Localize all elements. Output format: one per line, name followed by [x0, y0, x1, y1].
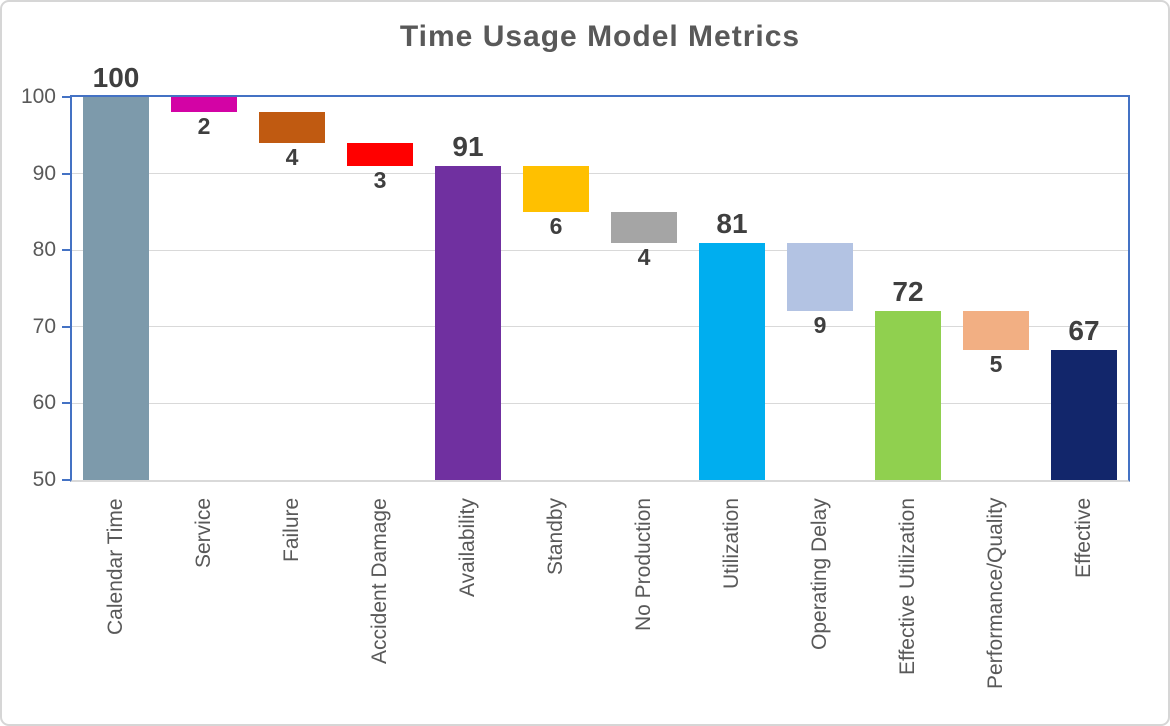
- bar-operating-delay: [786, 242, 854, 312]
- gridline-80: [72, 249, 1128, 251]
- value-label-performance-quality: 5: [989, 350, 1003, 377]
- x-label-slot-service: Service: [160, 498, 248, 716]
- y-tick-mark-80: [62, 249, 70, 252]
- value-label-standby: 6: [549, 212, 563, 239]
- chart-title: Time Usage Model Metrics: [399, 20, 801, 53]
- x-label-slot-utilization: Utilization: [688, 498, 776, 716]
- x-label-availability: Availability: [456, 498, 480, 597]
- bar-utilization: [698, 242, 766, 480]
- value-label-no-production: 4: [637, 243, 651, 270]
- y-tick-mark-50: [62, 479, 70, 481]
- gridline-60: [72, 402, 1128, 404]
- value-label-calendar-time: 100: [92, 62, 140, 93]
- bar-effective-utilization: [874, 311, 942, 480]
- x-label-failure: Failure: [280, 498, 304, 563]
- bar-availability: [434, 165, 502, 480]
- x-label-utilization: Utilization: [720, 498, 744, 590]
- x-label-standby: Standby: [544, 498, 568, 576]
- x-label-slot-failure: Failure: [248, 498, 336, 716]
- y-tick-mark-100: [62, 96, 70, 98]
- gridlines-layer: [72, 97, 1128, 480]
- x-label-slot-accident-damage: Accident Damage: [336, 498, 424, 716]
- x-label-slot-availability: Availability: [424, 498, 512, 716]
- y-tick-label-60: 60: [32, 391, 56, 415]
- value-label-effective: 67: [1068, 314, 1100, 346]
- bar-calendar-time: [82, 97, 150, 480]
- value-label-operating-delay: 9: [813, 312, 827, 339]
- x-label-slot-effective: Effective: [1040, 498, 1128, 716]
- y-tick-label-100: 100: [20, 85, 56, 108]
- gridline-90: [72, 173, 1128, 175]
- bar-service: [170, 97, 238, 113]
- x-label-slot-performance-quality: Performance/Quality: [952, 498, 1040, 716]
- x-label-operating-delay: Operating Delay: [808, 498, 832, 650]
- bar-accident-damage: [346, 142, 414, 166]
- value-label-accident-damage: 3: [373, 166, 387, 193]
- value-label-effective-utilization: 72: [892, 276, 924, 308]
- x-label-effective: Effective: [1072, 498, 1096, 579]
- x-label-accident-damage: Accident Damage: [368, 498, 392, 664]
- x-label-slot-effective-utilization: Effective Utilization: [864, 498, 952, 716]
- y-tick-mark-60: [62, 402, 70, 405]
- y-tick-mark-90: [62, 172, 70, 175]
- y-tick-label-90: 90: [32, 161, 56, 185]
- y-tick-label-80: 80: [32, 238, 56, 262]
- x-label-calendar-time: Calendar Time: [104, 498, 128, 635]
- plot-area: 100 2 4 3 91 6 4 81 9 72 5 67: [70, 62, 1130, 482]
- bar-effective: [1050, 349, 1118, 480]
- bar-failure: [258, 112, 326, 143]
- gridline-70: [72, 326, 1128, 328]
- x-label-service: Service: [192, 498, 216, 569]
- bar-performance-quality: [962, 311, 1030, 350]
- x-label-slot-standby: Standby: [512, 498, 600, 716]
- x-label-effective-utilization: Effective Utilization: [896, 498, 920, 676]
- y-tick-mark-70: [62, 325, 70, 328]
- bar-no-production: [610, 211, 678, 243]
- y-tick-label-50: 50: [32, 468, 56, 491]
- x-label-no-production: No Production: [632, 498, 656, 632]
- bars-layer: 100 2 4 3 91 6 4 81 9 72 5 67: [72, 62, 1128, 480]
- value-label-service: 2: [197, 113, 211, 140]
- x-axis-labels: Calendar Time Service Failure Accident Dama…: [72, 498, 1128, 716]
- x-label-slot-no-production: No Production: [600, 498, 688, 716]
- value-label-availability: 91: [452, 130, 484, 162]
- y-tick-label-70: 70: [32, 314, 56, 338]
- x-label-slot-calendar-time: Calendar Time: [72, 498, 160, 716]
- value-label-failure: 4: [285, 143, 299, 170]
- value-label-utilization: 81: [716, 207, 748, 239]
- x-label-performance-quality: Performance/Quality: [984, 498, 1008, 690]
- x-label-slot-operating-delay: Operating Delay: [776, 498, 864, 716]
- bar-standby: [522, 165, 590, 212]
